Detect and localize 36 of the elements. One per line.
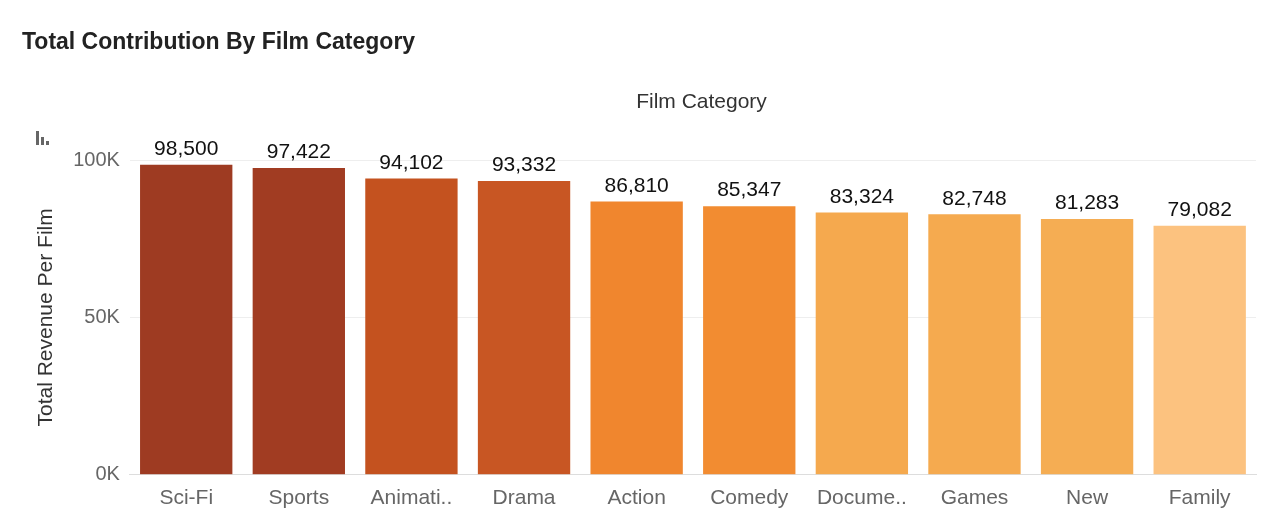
x-axis-title: Film Category [635, 89, 768, 113]
x-tick-label: Games [940, 485, 1009, 509]
data-label: 93,332 [491, 152, 557, 176]
data-label: 86,810 [604, 172, 669, 196]
bar [1040, 218, 1134, 475]
y-tick-label: 50K [84, 304, 121, 327]
x-tick-label: Animati.. [370, 485, 453, 509]
bar [365, 178, 458, 475]
x-tick-label: New [1066, 485, 1109, 509]
data-label: 85,347 [717, 177, 782, 201]
x-tick-label: Sports [268, 485, 330, 509]
x-tick-label: Drama [492, 485, 556, 509]
y-axis-title: Total Revenue Per Film [33, 208, 57, 427]
bar [928, 214, 1021, 475]
y-tick-label: 0K [95, 462, 121, 485]
x-tick-label: Docume.. [816, 485, 907, 509]
data-label: 82,748 [942, 185, 1007, 209]
x-tick-label: Comedy [710, 485, 789, 509]
bar [590, 201, 683, 475]
bar [252, 168, 345, 475]
chart-title: Total Contribution By Film Category [22, 28, 416, 55]
x-tick-label: Action [607, 485, 666, 509]
data-label: 79,082 [1167, 197, 1232, 221]
bar [140, 164, 233, 475]
data-label: 97,422 [266, 139, 331, 163]
data-label: 94,102 [379, 149, 444, 173]
x-tick-label: Sci-Fi [159, 485, 214, 509]
bar [703, 206, 796, 475]
data-label: 81,283 [1054, 190, 1120, 214]
bar [815, 212, 909, 475]
bar [1153, 225, 1246, 475]
y-tick-label: 100K [73, 147, 121, 170]
x-tick-label: Family [1168, 485, 1232, 509]
bar [477, 180, 571, 475]
data-label: 98,500 [154, 136, 219, 160]
data-label: 83,324 [829, 183, 895, 207]
